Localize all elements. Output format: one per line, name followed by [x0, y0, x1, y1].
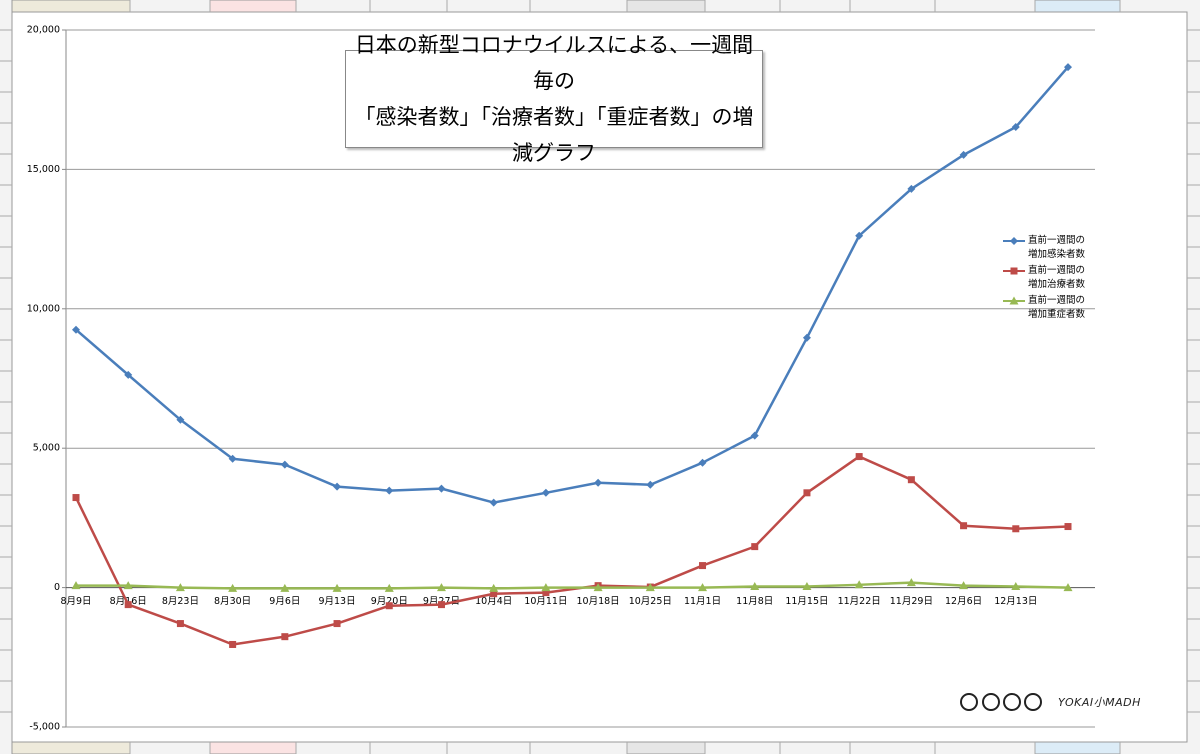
marker: [71, 581, 81, 590]
x-tick-label: 8月30日: [214, 596, 251, 607]
marker: [855, 453, 863, 461]
marker: [280, 460, 289, 469]
marker: [175, 583, 185, 592]
x-tick-label: 12月6日: [945, 596, 982, 607]
chart-title: 日本の新型コロナウイルスによる、一週間毎の 「感染者数」「治療者数」「重症者数」…: [345, 33, 763, 165]
x-tick-label: 8月23日: [162, 596, 199, 607]
marker: [385, 486, 394, 495]
marker: [960, 522, 968, 530]
marker: [959, 150, 968, 159]
marker: [1011, 123, 1020, 132]
legend-symbol: [1010, 267, 1018, 275]
marker: [72, 494, 80, 502]
y-tick-label: -5,000: [29, 722, 60, 733]
legend-symbol: [1009, 296, 1019, 305]
x-tick-label: 10月11日: [524, 596, 567, 607]
y-tick-label: 15,000: [27, 164, 60, 175]
legend-symbol: [1010, 237, 1018, 245]
marker: [1012, 525, 1020, 533]
marker: [541, 583, 551, 592]
marker: [802, 333, 811, 342]
y-tick-label: 10,000: [27, 303, 60, 314]
x-tick-label: 10月25日: [629, 596, 672, 607]
x-tick-label: 11月22日: [838, 596, 881, 607]
marker: [751, 543, 759, 551]
marker: [333, 620, 341, 628]
x-tick-label: 11月29日: [890, 596, 933, 607]
marker: [593, 583, 603, 592]
x-tick-label: 11月8日: [736, 596, 773, 607]
marker: [959, 581, 969, 590]
y-tick-label: 5,000: [33, 443, 60, 454]
marker: [699, 562, 707, 570]
x-tick-label: 10月4日: [475, 596, 512, 607]
marker: [907, 184, 916, 193]
marker: [124, 370, 133, 379]
marker: [803, 489, 811, 497]
x-tick-label: 10月18日: [577, 596, 620, 607]
marker: [489, 583, 499, 592]
marker: [228, 454, 237, 463]
x-tick-label: 12月13日: [994, 596, 1037, 607]
legend-label: 直前一週間の 増加治療者数: [1028, 265, 1086, 290]
marker: [176, 620, 184, 628]
x-tick-label: 9月6日: [269, 596, 300, 607]
marker: [594, 478, 603, 487]
legend-label: 直前一週間の 増加重症者数: [1028, 295, 1086, 320]
marker: [281, 633, 289, 641]
marker: [280, 583, 290, 592]
marker: [698, 458, 707, 467]
marker: [436, 583, 446, 592]
marker: [855, 231, 864, 240]
marker: [1064, 523, 1072, 531]
marker: [541, 488, 550, 497]
x-tick-label: 8月9日: [60, 596, 91, 607]
marker: [229, 640, 237, 648]
legend-label: 直前一週間の 増加感染者数: [1028, 235, 1086, 260]
marker: [72, 325, 80, 334]
y-tick-label: 20,000: [27, 25, 60, 36]
marker: [1064, 63, 1072, 72]
x-tick-label: 9月13日: [318, 596, 355, 607]
marker: [1063, 583, 1073, 592]
marker: [698, 583, 708, 592]
marker: [490, 590, 498, 598]
marker: [176, 415, 185, 424]
y-tick-label: 0: [54, 582, 60, 593]
marker: [906, 578, 916, 587]
marker: [1011, 581, 1021, 590]
series-line: [76, 581, 1069, 590]
marker: [124, 601, 132, 609]
marker: [228, 583, 238, 592]
marker: [907, 476, 915, 484]
x-tick-label: 11月1日: [684, 596, 721, 607]
marker: [802, 581, 812, 590]
series-line: [75, 66, 1069, 504]
marker: [437, 484, 446, 493]
marker: [750, 431, 759, 440]
watermark: YOKAI小MADH: [1058, 696, 1141, 709]
x-tick-label: 11月15日: [785, 596, 828, 607]
x-tick-label: 9月20日: [371, 596, 408, 607]
marker: [542, 589, 550, 597]
marker: [123, 581, 133, 590]
marker: [489, 498, 498, 507]
marker: [333, 482, 342, 491]
marker: [332, 583, 342, 592]
marker: [646, 480, 655, 489]
license-icons: [960, 693, 1042, 711]
marker: [645, 583, 655, 592]
marker: [854, 580, 864, 589]
marker: [384, 583, 394, 592]
marker: [750, 581, 760, 590]
marker: [385, 602, 393, 610]
series-line: [74, 455, 1069, 646]
marker: [437, 601, 445, 609]
